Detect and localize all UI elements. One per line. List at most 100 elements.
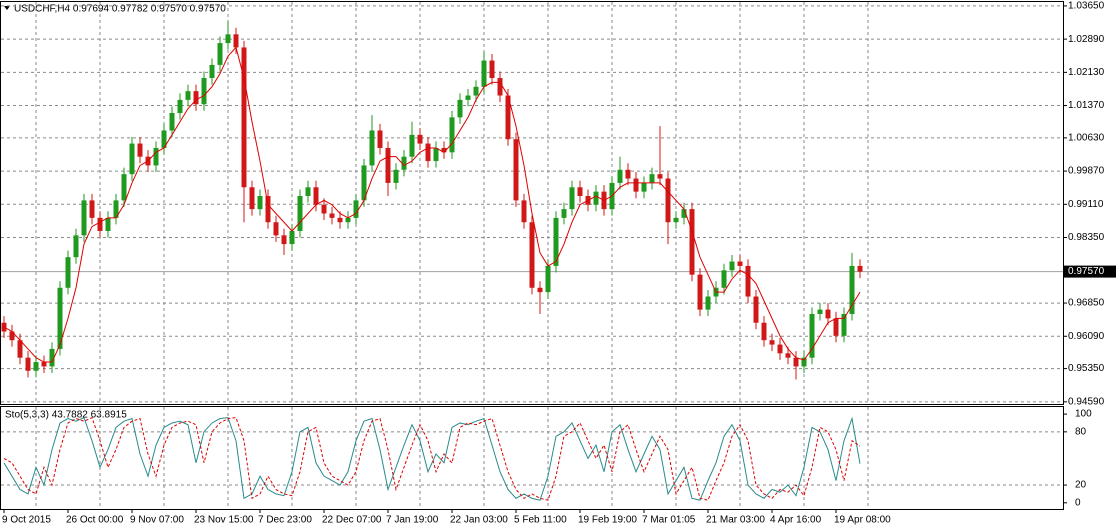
candle-body <box>105 217 111 231</box>
x-tick-label: 19 Apr 08:00 <box>834 515 891 526</box>
candle-body <box>65 257 71 288</box>
y-tick-label: 0.96850 <box>1068 298 1105 309</box>
y-tick-label: 0.94590 <box>1068 396 1105 407</box>
moving-average <box>3 46 861 363</box>
symbol-marker <box>4 6 10 10</box>
candle-body <box>153 147 159 166</box>
candle-body <box>729 261 735 271</box>
candle-body <box>697 274 703 310</box>
candle-body <box>81 200 87 236</box>
candle-body <box>753 296 759 323</box>
y-tick-label: 0.96090 <box>1068 331 1105 342</box>
candle-body <box>793 357 799 367</box>
candle-body <box>545 265 551 293</box>
y-tick-label: 0.98350 <box>1068 232 1105 243</box>
candle-body <box>185 91 191 100</box>
candle-body <box>833 318 839 336</box>
candle-body <box>521 200 527 223</box>
last-price-box <box>1064 265 1116 278</box>
candle-body <box>305 187 311 197</box>
candle-body <box>665 178 671 223</box>
last-price-label: 0.97570 <box>1068 266 1105 277</box>
y-tick-label: 20 <box>1075 480 1087 491</box>
x-tick-label: 5 Feb 11:00 <box>514 515 567 526</box>
price-panel <box>0 1 1064 405</box>
stochastic-title: Sto(5,3,3) 43.7882 63.8915 <box>5 410 127 421</box>
candle-body <box>249 187 255 210</box>
candle-body <box>761 322 767 341</box>
candle-body <box>657 174 663 179</box>
candle-body <box>849 265 855 314</box>
candle-body <box>209 64 215 79</box>
x-tick-label: 19 Feb 19:00 <box>578 515 637 526</box>
candle-body <box>721 270 727 288</box>
candle-body <box>161 130 167 148</box>
x-tick-label: 9 Nov 07:00 <box>130 515 184 526</box>
candle-body <box>433 147 439 162</box>
candle-body <box>393 169 399 183</box>
candle-body <box>577 187 583 197</box>
candle-body <box>705 296 711 310</box>
candle-body <box>681 209 687 218</box>
candle-body <box>825 309 831 319</box>
candle-body <box>409 134 415 157</box>
candle-body <box>505 95 511 140</box>
candle-body <box>377 130 383 148</box>
candle-body <box>489 60 495 79</box>
candle-body <box>769 340 775 345</box>
candle-body <box>217 43 223 65</box>
x-tick-label: 9 Oct 2015 <box>2 515 51 526</box>
candle-body <box>241 47 247 188</box>
candle-body <box>801 357 807 367</box>
candle-body <box>513 139 519 201</box>
candle-body <box>57 287 63 349</box>
candle-body <box>113 200 119 218</box>
candle-body <box>633 178 639 192</box>
stochastic-main <box>3 416 861 501</box>
x-tick-label: 23 Nov 15:00 <box>194 515 254 526</box>
y-tick-label: 80 <box>1075 426 1087 437</box>
candle-body <box>1 322 7 332</box>
candle-body <box>369 130 375 166</box>
candle-body <box>561 209 567 218</box>
y-tick-label: 1.02130 <box>1068 67 1105 78</box>
x-tick-label: 22 Jan 03:00 <box>450 515 508 526</box>
candle-body <box>225 34 231 44</box>
candle-body <box>297 196 303 231</box>
candle-body <box>25 357 31 371</box>
candle-body <box>457 99 463 118</box>
candle-body <box>17 340 23 358</box>
y-tick-label: 0 <box>1075 497 1081 508</box>
candle-body <box>689 209 695 275</box>
candle-body <box>441 147 447 153</box>
candle-body <box>201 78 207 105</box>
stochastic-signal <box>3 416 861 501</box>
candle-body <box>73 235 79 258</box>
candle-body <box>473 86 479 96</box>
y-tick-label: 0.99110 <box>1068 199 1104 210</box>
candle-body <box>329 213 335 218</box>
x-tick-label: 7 Mar 01:05 <box>642 515 696 526</box>
candle-body <box>129 143 135 175</box>
candle-body <box>553 217 559 266</box>
candle-body <box>233 34 239 48</box>
candle-body <box>33 362 39 371</box>
candle-body <box>417 134 423 144</box>
chart-title: USDCHF,H4 0.97694 0.97782 0.97570 0.9757… <box>14 4 226 15</box>
candle-body <box>465 95 471 100</box>
y-tick-label: 1.01370 <box>1068 100 1105 111</box>
candle-body <box>777 344 783 354</box>
x-tick-label: 7 Dec 23:00 <box>258 515 312 526</box>
candle-body <box>137 143 143 157</box>
candle-body <box>537 287 543 293</box>
candle-body <box>89 200 95 218</box>
candle-body <box>425 143 431 162</box>
candle-body <box>449 117 455 153</box>
candle-body <box>673 217 679 223</box>
candle-body <box>193 91 199 105</box>
y-tick-label: 0.99870 <box>1068 166 1105 177</box>
y-tick-label: 1.02890 <box>1068 34 1105 45</box>
candle-body <box>281 235 287 245</box>
candle-body <box>121 174 127 201</box>
